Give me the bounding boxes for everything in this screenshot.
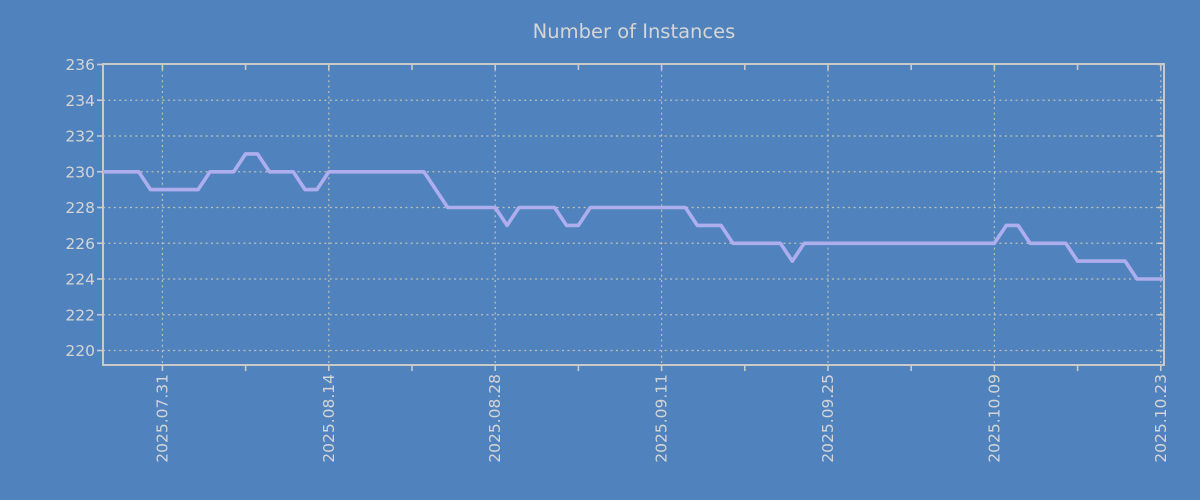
- chart-title: Number of Instances: [533, 20, 736, 43]
- y-axis-label: 232: [65, 128, 95, 146]
- grid-layer: [103, 64, 1164, 365]
- series-layer: [103, 152, 1164, 281]
- y-axis-label: 230: [65, 163, 95, 181]
- y-axis-label: 220: [65, 342, 95, 360]
- x-axis-label: 2025.08.14: [320, 374, 338, 463]
- x-axis-label: 2025.09.11: [653, 374, 671, 463]
- plot-frame: [102, 63, 1165, 366]
- y-axis-label: 236: [65, 56, 95, 74]
- y-axis-label: 228: [65, 199, 95, 217]
- y-axis-label: 222: [65, 306, 95, 324]
- y-axis-label: 224: [65, 271, 95, 289]
- x-axis-label: 2025.08.28: [486, 374, 504, 463]
- series-line: [103, 152, 1164, 281]
- y-axis-label: 234: [65, 92, 95, 110]
- y-axis-label: 226: [65, 235, 95, 253]
- axis-layer: [97, 63, 1165, 371]
- x-axis-label: 2025.10.09: [985, 374, 1003, 463]
- x-axis-label: 2025.10.23: [1152, 374, 1170, 463]
- x-axis-label: 2025.09.25: [819, 374, 837, 463]
- x-axis-label: 2025.07.31: [153, 374, 171, 463]
- label-layer: 236 234 232 230 228 226 224 222 220 2025.07.31 202…: [65, 56, 1169, 463]
